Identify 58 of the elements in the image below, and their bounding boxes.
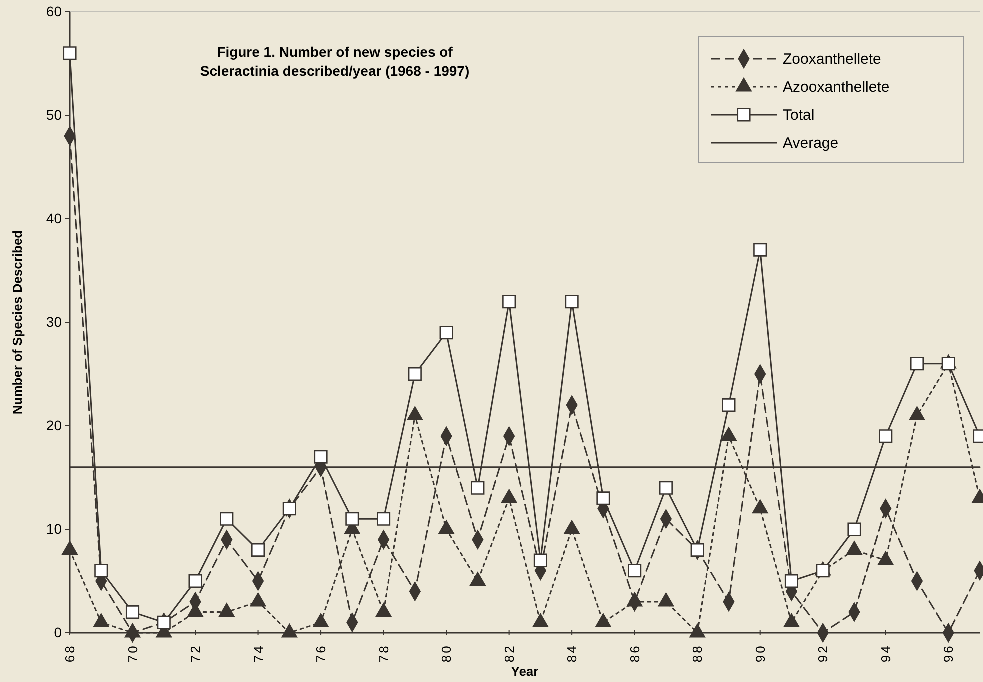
x-tick-label: 70: [125, 644, 140, 663]
point: [408, 367, 422, 382]
point: [63, 46, 77, 60]
point: [848, 522, 862, 536]
y-tick-label: 0: [54, 624, 62, 640]
x-tick-label: 82: [502, 644, 517, 663]
y-tick-label: 20: [46, 417, 62, 434]
point: [220, 512, 234, 526]
point: [910, 357, 924, 371]
x-tick-label: 92: [816, 644, 831, 663]
point: [784, 574, 798, 588]
x-tick-label: 78: [376, 644, 392, 663]
point: [534, 554, 548, 568]
y-tick-label: 40: [46, 210, 62, 226]
x-axis-title: Year: [511, 664, 539, 679]
point: [942, 357, 956, 371]
point: [596, 492, 610, 506]
point: [471, 481, 485, 495]
x-tick-label: 96: [941, 644, 956, 663]
x-tick-label: 80: [439, 644, 454, 663]
point: [565, 295, 579, 309]
point: [252, 543, 266, 557]
y-tick-label: 10: [46, 520, 62, 537]
y-tick-label: 50: [46, 106, 62, 123]
point: [659, 481, 673, 495]
legend-label: Azooxanthellete: [783, 79, 890, 96]
x-tick-label: 68: [62, 644, 78, 663]
point: [346, 512, 360, 526]
x-tick-label: 76: [314, 644, 329, 663]
point: [314, 450, 328, 464]
x-tick-label: 88: [690, 644, 706, 663]
legend-label: Total: [783, 107, 815, 124]
x-tick-label: 86: [627, 644, 642, 663]
point: [722, 398, 736, 412]
text: Figure 1. Number of new species of Scleractinia described/year (1968 - 1997): [200, 44, 470, 79]
x-tick-label: 74: [250, 644, 266, 663]
point: [502, 295, 516, 309]
point: [754, 243, 768, 257]
point: [879, 430, 893, 444]
point: [440, 326, 454, 340]
point: [126, 606, 140, 620]
legend-label: Zooxanthellete: [783, 51, 882, 68]
legend-label: Average: [783, 135, 839, 152]
point: [690, 543, 704, 557]
point: [628, 564, 642, 578]
point: [94, 564, 108, 578]
x-tick-label: 90: [752, 644, 768, 663]
y-axis-title: Number of Species Described: [10, 230, 25, 415]
point: [282, 502, 296, 516]
point: [157, 616, 171, 630]
point: [188, 574, 202, 588]
x-tick-label: 72: [188, 644, 204, 663]
y-tick-label: 30: [46, 314, 62, 330]
point: [816, 564, 830, 578]
point: [377, 512, 391, 526]
y-tick-label: 60: [46, 3, 62, 20]
x-tick-label: 94: [878, 644, 894, 663]
x-tick-label: 84: [564, 644, 580, 663]
